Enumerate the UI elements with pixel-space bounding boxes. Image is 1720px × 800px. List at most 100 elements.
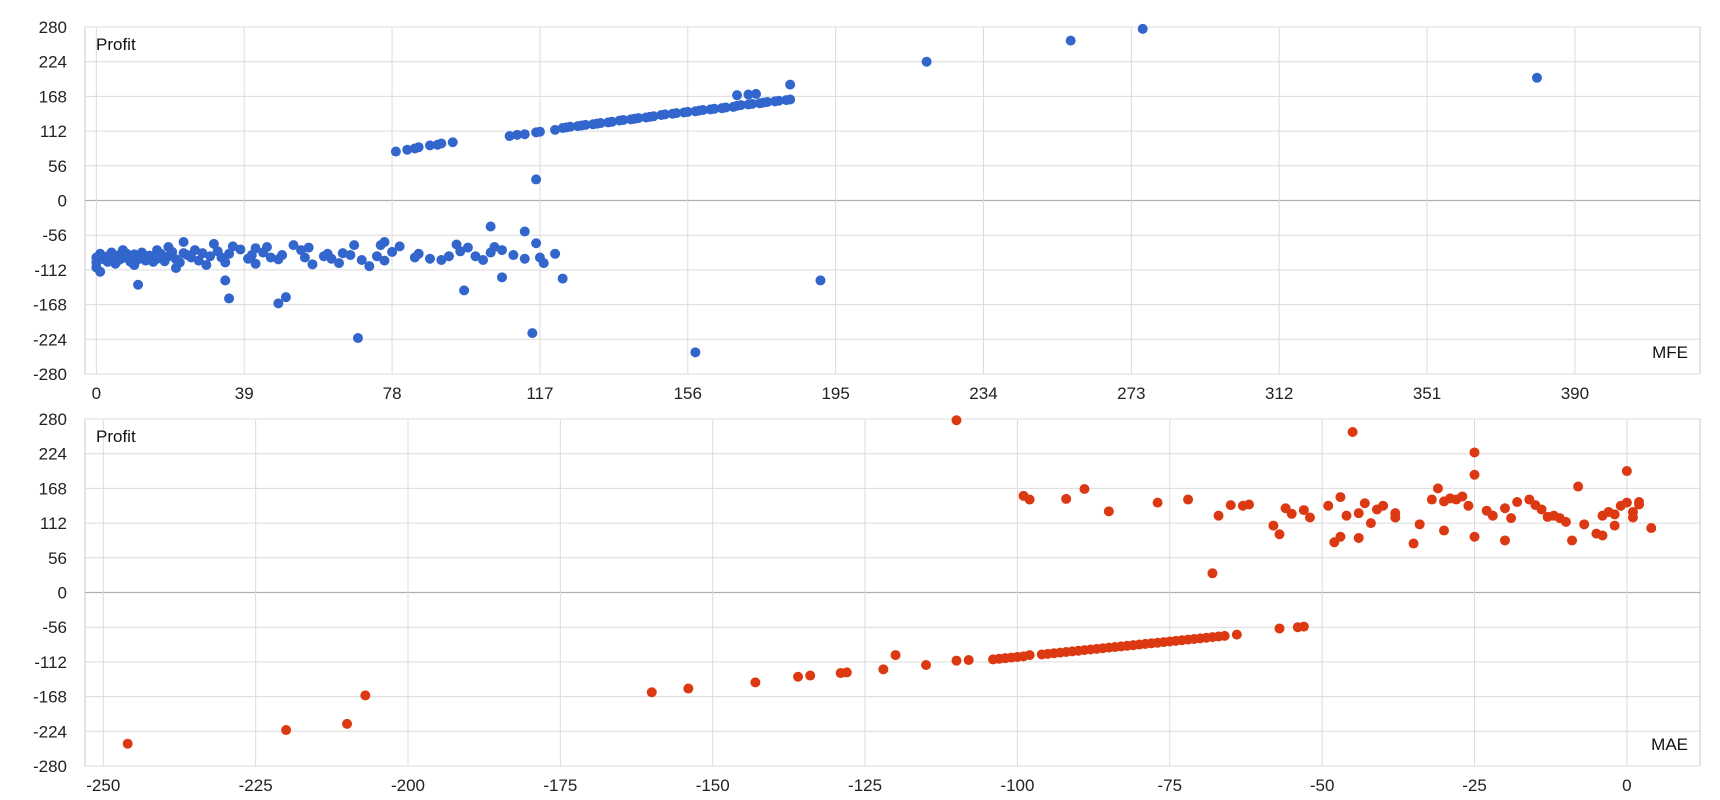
mae-data-point <box>1469 469 1480 480</box>
mae-data-point <box>1024 650 1035 661</box>
mae-y-tick-label: 0 <box>58 584 67 603</box>
mfe-data-point <box>785 94 796 105</box>
mae-data-point <box>1298 621 1309 632</box>
mae-data-point <box>1335 531 1346 542</box>
mae-data-point <box>1341 510 1352 521</box>
mae-data-point <box>1286 508 1297 519</box>
mfe-data-point <box>459 285 470 296</box>
mfe-data-point <box>352 333 363 344</box>
mfe-data-point <box>762 96 773 107</box>
mfe-data-point <box>155 248 166 259</box>
mae-data-point <box>805 670 816 681</box>
mfe-data-point <box>1531 72 1542 83</box>
mae-data-point <box>360 690 371 701</box>
mfe-data-point <box>690 347 701 358</box>
mae-data-point <box>1536 504 1547 515</box>
mae-data-point <box>1268 520 1279 531</box>
mfe-x-tick-label: 312 <box>1265 384 1293 403</box>
mae-x-tick-label: -175 <box>543 776 577 795</box>
mfe-data-point <box>595 118 606 129</box>
mae-data-point <box>1378 500 1389 511</box>
mae-data-point <box>1244 499 1255 510</box>
mfe-x-tick-label: 156 <box>674 384 702 403</box>
mae-y-tick-label: -56 <box>42 618 67 637</box>
mfe-data-point <box>356 254 367 265</box>
mae-data-point <box>1567 535 1578 546</box>
mae-data-point <box>1274 623 1285 634</box>
mae-y-tick-label: -168 <box>33 688 67 707</box>
mae-y-tick-label: 112 <box>40 514 67 533</box>
mae-data-point <box>1219 630 1230 641</box>
mfe-data-point <box>174 257 185 268</box>
mae-data-point <box>683 683 694 694</box>
mae-data-point <box>921 659 932 670</box>
mae-x-tick-label: -150 <box>696 776 730 795</box>
mfe-data-point <box>288 240 299 251</box>
mae-data-point <box>1347 427 1358 438</box>
mfe-data-point <box>732 90 743 101</box>
mae-x-tick-label: -200 <box>391 776 425 795</box>
mae-data-point <box>1353 532 1364 543</box>
mfe-data-point <box>504 131 515 142</box>
mfe-data-point <box>178 237 189 248</box>
mfe-data-point <box>280 292 291 303</box>
mae-y-tick-label: -224 <box>33 722 67 741</box>
mfe-x-tick-label: 117 <box>526 384 553 403</box>
mfe-x-tick-label: 273 <box>1117 384 1145 403</box>
mae-data-point <box>1225 500 1236 511</box>
mae-data-point <box>890 650 901 661</box>
mfe-data-point <box>402 144 413 155</box>
mfe-y-tick-label: -168 <box>33 296 67 315</box>
mfe-data-point <box>261 241 272 252</box>
mae-data-point <box>1646 523 1657 534</box>
mfe-x-axis-label: MFE <box>1652 343 1688 362</box>
mae-data-point <box>1432 483 1443 494</box>
mae-data-point <box>1463 500 1474 511</box>
mfe-data-point <box>550 124 561 135</box>
mfe-y-tick-label: 56 <box>48 157 67 176</box>
mfe-data-point <box>921 56 932 67</box>
mae-data-point <box>646 687 657 698</box>
mfe-data-point <box>235 244 246 255</box>
mfe-data-point <box>815 275 826 286</box>
mfe-data-point <box>497 245 508 256</box>
mfe-data-point <box>512 129 523 140</box>
mfe-data-point <box>747 98 758 109</box>
mae-data-point <box>1207 568 1218 579</box>
mae-data-point <box>1213 510 1224 521</box>
mfe-data-point <box>413 248 424 259</box>
mfe-data-point <box>364 261 375 272</box>
mfe-x-tick-label: 195 <box>821 384 849 403</box>
mfe-y-tick-label: 112 <box>40 122 67 141</box>
mae-data-point <box>1298 505 1309 516</box>
mae-data-point <box>1634 499 1645 510</box>
mfe-data-point <box>455 246 466 257</box>
mae-data-point <box>342 718 353 729</box>
mae-y-axis-label: Profit <box>96 427 136 446</box>
mfe-data-point <box>538 258 549 269</box>
mfe-data-point <box>527 328 538 339</box>
mfe-data-point <box>497 272 508 283</box>
mfe-data-point <box>193 255 204 266</box>
mae-data-point <box>1152 497 1163 508</box>
mfe-data-point <box>580 119 591 130</box>
mfe-data-point <box>334 258 345 269</box>
mfe-data-point <box>186 252 197 263</box>
mfe-y-tick-label: 0 <box>58 192 67 211</box>
mfe-panel: 280 224 168 112 56 0 -56 -112 -168 -224 -280 0 39 78 1… <box>33 18 1701 403</box>
mae-data-point <box>1079 484 1090 495</box>
mae-data-point <box>1061 493 1072 504</box>
mfe-data-point <box>436 138 447 149</box>
mae-data-point <box>750 677 761 688</box>
mfe-y-tick-label: 280 <box>39 18 67 37</box>
mfe-data-point <box>224 248 235 259</box>
mae-data-point <box>1408 538 1419 549</box>
mfe-data-point <box>224 293 235 304</box>
mfe-data-point <box>470 251 481 262</box>
mfe-data-point <box>531 174 542 185</box>
mfe-data-point <box>735 100 746 111</box>
mae-data-point <box>1274 529 1285 540</box>
mae-data-point <box>1597 530 1608 541</box>
mfe-data-point <box>387 246 398 257</box>
